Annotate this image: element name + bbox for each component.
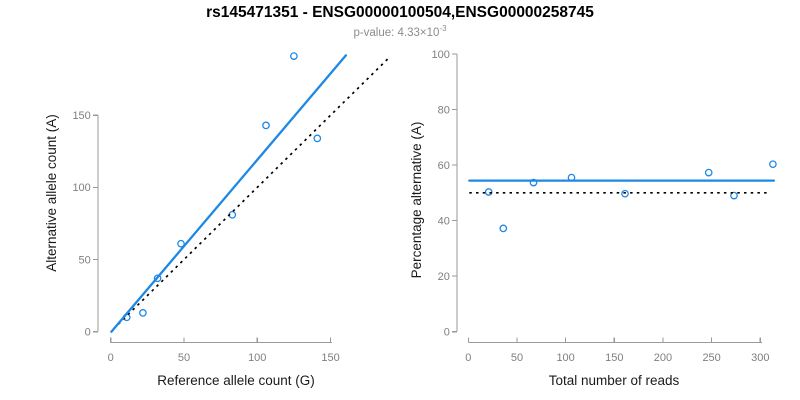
y-tick-label: 40 <box>438 215 450 227</box>
y-tick-label: 60 <box>438 160 450 172</box>
x-tick-label: 50 <box>511 352 523 364</box>
data-point <box>704 168 713 177</box>
data-point <box>499 224 508 233</box>
p-value-subtitle: p-value: 4.33×10-3 <box>0 24 800 39</box>
y-tick-label: 150 <box>72 110 90 122</box>
y-tick-label: 50 <box>79 254 91 266</box>
data-point <box>529 178 538 187</box>
x-tick-label: 200 <box>654 352 672 364</box>
percentage-scatter: 0 50 100 150 200 250 300 0 20 40 60 80 100 Total numb… <box>409 49 777 388</box>
data-point <box>153 274 162 283</box>
data-point <box>730 191 738 200</box>
allele-count-scatter: 0 50 100 150 0 50 100 150 Reference allele count… <box>44 52 389 388</box>
y-tick-label: 100 <box>432 49 450 61</box>
data-point <box>621 189 629 198</box>
x-tick-label: 250 <box>702 352 720 364</box>
identity-line <box>113 57 389 330</box>
y-axis-title: Alternative allele count (A) <box>44 114 59 272</box>
x-tick-label: 100 <box>556 352 574 364</box>
data-point <box>139 309 147 317</box>
x-tick-label: 150 <box>605 352 623 364</box>
x-axis-title: Total number of reads <box>549 373 680 388</box>
y-tick-label: 0 <box>444 327 450 339</box>
y-tick-label: 80 <box>438 104 450 116</box>
x-tick-label: 0 <box>108 352 114 364</box>
y-tick-label: 100 <box>72 182 90 194</box>
data-point <box>769 160 777 169</box>
p-value-text: p-value: 4.33×10 <box>353 26 440 39</box>
x-tick-label: 0 <box>465 352 471 364</box>
data-point <box>313 134 322 143</box>
data-point <box>290 52 298 60</box>
x-tick-label: 100 <box>248 352 266 364</box>
data-point <box>262 121 270 130</box>
plot-title: rs145471351 - ENSG00000100504,ENSG000002… <box>206 4 594 21</box>
x-axis-title: Reference allele count (G) <box>157 373 315 388</box>
x-tick-label: 150 <box>321 352 339 364</box>
x-tick-label: 300 <box>751 352 769 364</box>
regression-line <box>110 54 348 333</box>
y-tick-label: 20 <box>438 271 450 283</box>
x-tick-label: 50 <box>178 352 190 364</box>
data-point <box>177 239 185 248</box>
y-axis-title: Percentage alternative (A) <box>409 122 424 279</box>
y-tick-label: 0 <box>85 327 91 339</box>
p-value-exponent: -3 <box>439 24 447 33</box>
